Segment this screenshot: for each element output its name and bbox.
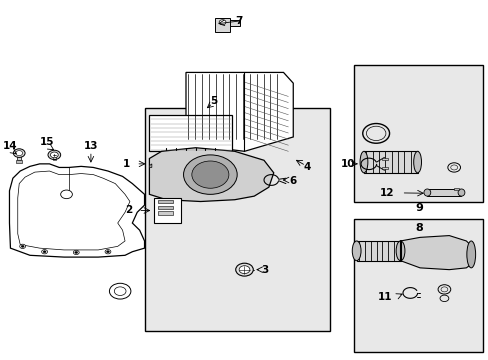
Circle shape [48,150,61,159]
Circle shape [50,152,58,158]
Bar [382,167,387,169]
Bar [17,154,21,160]
Circle shape [105,249,111,254]
Circle shape [106,251,109,253]
Ellipse shape [413,151,421,173]
Text: 6: 6 [289,176,296,186]
Bar [158,211,173,215]
Ellipse shape [423,189,430,196]
Circle shape [75,251,78,253]
Polygon shape [427,189,461,196]
Text: 2: 2 [125,206,132,216]
Bar [158,206,173,209]
Bar [16,160,22,163]
Polygon shape [9,164,144,257]
Ellipse shape [457,189,464,196]
Ellipse shape [351,241,360,261]
Circle shape [191,161,228,188]
Text: 8: 8 [414,223,422,233]
Bar [382,158,387,160]
Text: 15: 15 [40,137,54,147]
Polygon shape [356,241,400,261]
Circle shape [16,150,22,156]
Text: 7: 7 [235,16,243,26]
Text: 1: 1 [122,159,130,169]
Circle shape [61,190,72,199]
Polygon shape [363,151,417,173]
Bar [353,65,483,202]
Ellipse shape [466,241,475,268]
Polygon shape [400,235,473,270]
Polygon shape [215,18,229,32]
Polygon shape [185,72,293,151]
Bar [158,201,173,203]
Circle shape [20,244,25,248]
Circle shape [109,283,131,299]
Text: 11: 11 [377,292,391,302]
Circle shape [114,287,126,296]
Bar [453,188,458,190]
Text: 4: 4 [304,162,311,172]
Text: 12: 12 [379,188,394,198]
Bar [53,155,56,159]
Text: 14: 14 [3,141,18,150]
Text: 13: 13 [83,141,98,150]
Circle shape [235,263,253,276]
Text: 5: 5 [210,96,217,106]
Circle shape [219,20,225,25]
Ellipse shape [395,241,404,261]
Circle shape [21,245,24,247]
Text: 10: 10 [340,159,354,169]
Circle shape [41,249,47,254]
Polygon shape [149,148,273,202]
Circle shape [43,251,46,253]
Text: 9: 9 [414,203,422,213]
Circle shape [183,155,237,194]
Ellipse shape [359,151,367,173]
Polygon shape [149,116,232,151]
Polygon shape [149,164,152,167]
Bar [154,198,181,223]
Polygon shape [229,21,239,26]
Text: 3: 3 [261,265,268,275]
Circle shape [239,266,249,274]
Bar [144,108,329,330]
Circle shape [13,149,25,157]
Bar [353,220,483,352]
Circle shape [73,250,79,255]
